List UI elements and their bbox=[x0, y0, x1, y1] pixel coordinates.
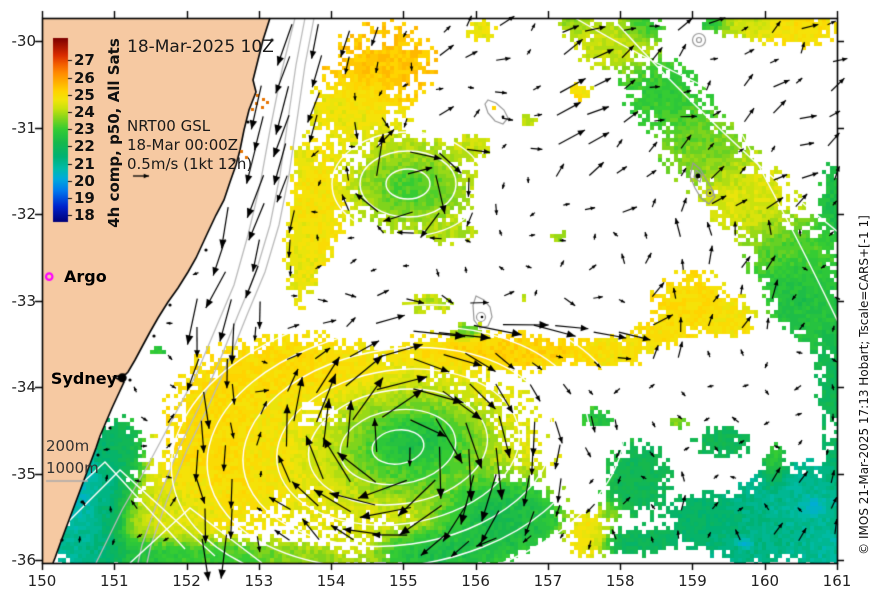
x-axis-tick-label: 161 bbox=[822, 572, 852, 590]
colorbar-tick-label: 19 bbox=[74, 188, 95, 207]
map-date-title: 18-Mar-2025 10Z bbox=[127, 37, 274, 57]
x-axis-tick-label: 155 bbox=[389, 572, 418, 590]
y-axis-tick-label: -34 bbox=[11, 378, 37, 397]
imos-credit-text: © IMOS 21-Mar-2025 17:13 Hobart; Tscale=… bbox=[857, 215, 871, 555]
x-axis-tick-label: 150 bbox=[27, 572, 57, 590]
y-axis-tick-label: -30 bbox=[11, 32, 37, 51]
colorbar-tick-label: 27 bbox=[74, 51, 95, 70]
colorbar-tick-label: 18 bbox=[74, 206, 95, 225]
y-axis-tick-label: -31 bbox=[11, 118, 37, 137]
colorbar-tick-label: 25 bbox=[74, 85, 95, 104]
velocity-time-label: 18-Mar 00:00Z bbox=[127, 136, 239, 154]
sydney-label: Sydney bbox=[50, 369, 117, 388]
y-axis-tick-label: -32 bbox=[11, 205, 37, 224]
colorbar-tick-label: 20 bbox=[74, 171, 95, 190]
x-axis-tick-label: 157 bbox=[533, 572, 563, 590]
y-axis-tick-label: -35 bbox=[11, 464, 37, 483]
y-axis-tick-label: -33 bbox=[11, 291, 37, 310]
colorbar-tick-label: 24 bbox=[74, 102, 95, 121]
x-axis-tick-label: 151 bbox=[99, 572, 129, 590]
depth-1000m-label: 1000m bbox=[46, 459, 99, 477]
x-axis-tick-label: 159 bbox=[678, 572, 707, 590]
velocity-scale-label: 0.5m/s (1kt 12h) bbox=[127, 155, 253, 173]
y-axis-tick-label: -36 bbox=[11, 551, 37, 570]
colorbar-tick-label: 21 bbox=[74, 154, 95, 173]
argo-label: Argo bbox=[64, 267, 107, 286]
x-axis-tick-label: 160 bbox=[750, 572, 780, 590]
x-axis-tick-label: 156 bbox=[461, 572, 490, 590]
x-axis-tick-label: 152 bbox=[172, 572, 201, 590]
x-axis-tick-label: 154 bbox=[316, 572, 346, 590]
x-axis-tick-label: 158 bbox=[605, 572, 635, 590]
colorbar-label: 4h comp, p50, All Sats bbox=[105, 38, 123, 228]
colorbar-tick-label: 23 bbox=[74, 120, 95, 139]
velocity-model-label: NRT00 GSL bbox=[127, 117, 211, 135]
colorbar-tick-label: 26 bbox=[74, 68, 95, 87]
x-axis-tick-label: 153 bbox=[244, 572, 274, 590]
colorbar-tick-label: 22 bbox=[74, 137, 95, 156]
depth-200m-label: 200m bbox=[46, 437, 90, 455]
